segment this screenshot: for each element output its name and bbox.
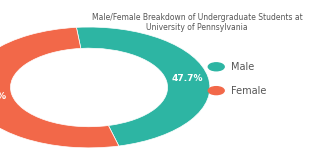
Text: Male/Female Breakdown of Undergraduate Students at
University of Pennsylvania: Male/Female Breakdown of Undergraduate S… xyxy=(92,13,302,32)
Text: 52.3%: 52.3% xyxy=(0,92,6,101)
Wedge shape xyxy=(0,27,119,148)
Text: Male: Male xyxy=(231,62,254,72)
Circle shape xyxy=(208,87,224,95)
Text: 47.7%: 47.7% xyxy=(171,74,203,83)
Wedge shape xyxy=(76,27,210,146)
Circle shape xyxy=(208,63,224,71)
Text: Female: Female xyxy=(231,86,266,96)
